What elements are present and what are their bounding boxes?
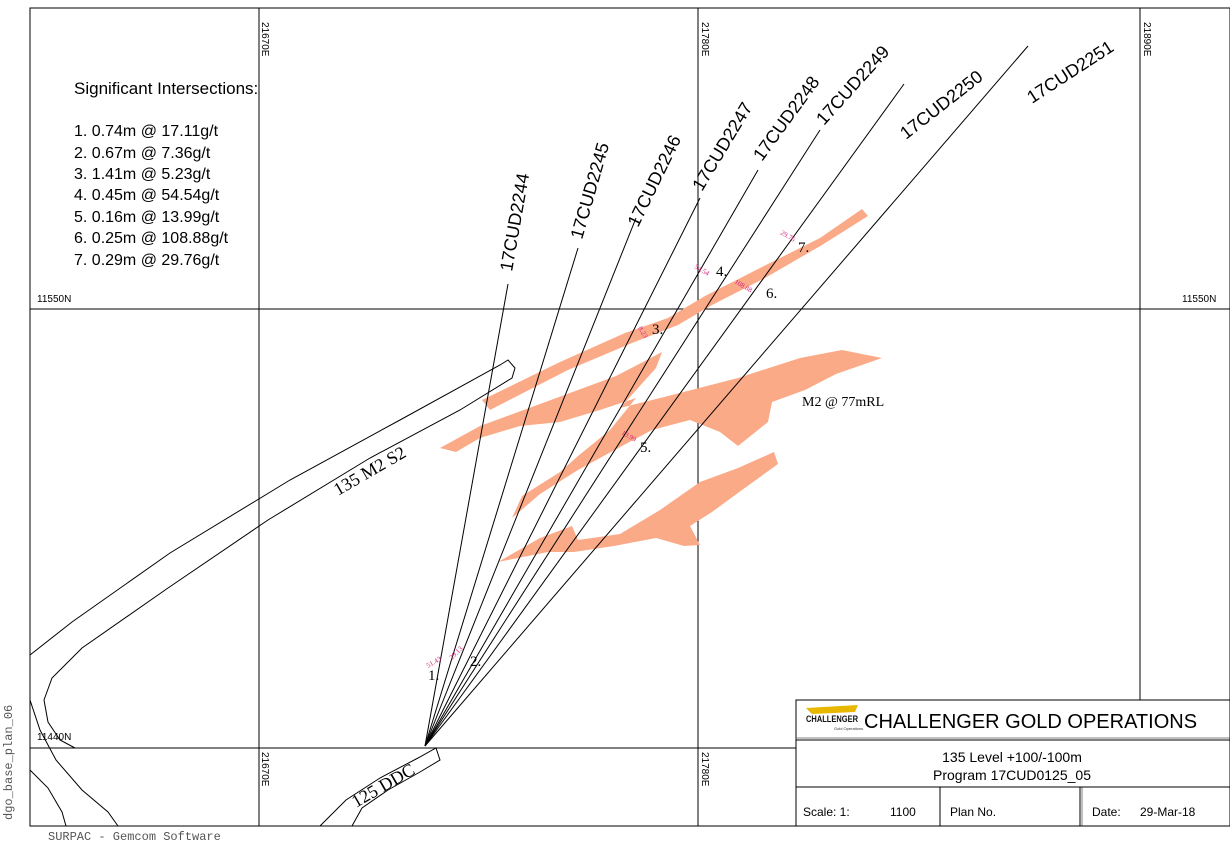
software-footer: SURPAC - Gemcom Software [48,830,221,842]
plan-no-label: Plan No. [950,805,996,819]
intersection-item: 4. 0.45m @ 54.54g/t [74,187,220,204]
date-value: 29-Mar-18 [1140,805,1196,819]
drive-125-ddc [319,747,441,827]
intersection-item: 1. 0.74m @ 17.11g/t [74,123,219,140]
marker-7: 7. [798,240,809,256]
side-plan-label: dgo_base_plan_06 [2,705,16,820]
logo-swoosh [806,705,858,714]
underground-drives [29,359,516,827]
drillhole-label: 17CUD2250 [896,66,986,143]
drive-135-m2-s2 [29,359,516,749]
drillhole-label: 17CUD2247 [688,99,756,194]
grid-labels: 21670E 21780E 21890E 21670E 21780E 11550… [37,22,1216,787]
drillhole-trace [424,283,509,747]
orebody-label: M2 @ 77mRL [802,395,884,410]
marker-6: 6. [766,286,777,302]
intersection-item: 2. 0.67m @ 7.36g/t [74,145,211,162]
marker-4: 4. [716,264,727,280]
drillhole-trace [424,45,1029,747]
easting-label-top-3: 21890E [1141,22,1152,57]
northing-label-right-1: 11550N [1182,294,1216,305]
drillhole-trace [424,217,637,747]
easting-label-top-2: 21780E [699,22,710,57]
intersection-item: 7. 0.29m @ 29.76g/t [74,252,220,269]
marker-5: 5. [640,440,651,456]
drillhole-label: 17CUD2248 [749,72,823,164]
drillhole-label: 17CUD2245 [567,140,614,241]
intersection-markers: 1. 2. 3. 4. 5. 6. 7. [428,240,809,684]
intersection-item: 6. 0.25m @ 108.88g/t [74,230,229,247]
scale-value: 1100 [890,805,916,819]
program-text: Program 17CUD0125_05 [933,767,1091,783]
drillhole-trace [424,83,905,747]
title-block: CHALLENGER Gold Operations CHALLENGER GO… [795,699,1230,827]
drive-lower-left [29,699,119,827]
drillhole-trace [424,247,579,747]
easting-label-bottom-1: 21670E [259,752,270,787]
drillhole-trace [424,169,759,747]
orebody [440,209,882,562]
orebody-m2-lower [498,452,778,562]
title-block-frame [795,699,1230,827]
drillhole-label: 17CUD2244 [496,172,533,273]
company-name: CHALLENGER GOLD OPERATIONS [864,711,1197,733]
drillhole-label: 17CUD2251 [1023,37,1117,108]
orebody-upper-lode [482,209,868,410]
intersections-heading: Significant Intersections: [74,79,258,98]
intersection-item: 5. 0.16m @ 13.99g/t [74,209,220,226]
map-frame [29,7,1230,827]
drillhole-label: 17CUD2246 [624,132,685,230]
logo-wordmark: CHALLENGER [806,714,858,724]
scale-label: Scale: 1: [803,805,850,819]
challenger-logo: CHALLENGER Gold Operations [806,705,863,731]
easting-label-bottom-2: 21780E [699,752,710,787]
intersection-item: 3. 1.41m @ 5.23g/t [74,166,211,183]
drillhole-trace [424,197,701,747]
drillhole-trace [424,129,821,747]
drive-125-label: 125 DDC [348,759,418,811]
marker-2: 2. [470,654,481,670]
logo-subtext: Gold Operations [834,726,863,731]
assay-label: 54.54 [693,263,711,278]
easting-label-top-1: 21670E [259,22,270,57]
marker-3: 3. [652,322,663,338]
marker-1: 1. [428,668,439,684]
level-text: 135 Level +100/-100m [942,749,1082,765]
intersections-legend: Significant Intersections: 1. 0.74m @ 17… [74,79,258,269]
drive-135-label: 135 M2 S2 [330,442,409,499]
drive-lower-left-2 [29,769,67,827]
assay-label: 29.76 [779,229,797,244]
date-label: Date: [1092,805,1121,819]
northing-label-left-1: 11550N [37,294,71,305]
orebody-m2-main [440,350,882,518]
northing-label-left-2: 11440N [37,732,71,743]
